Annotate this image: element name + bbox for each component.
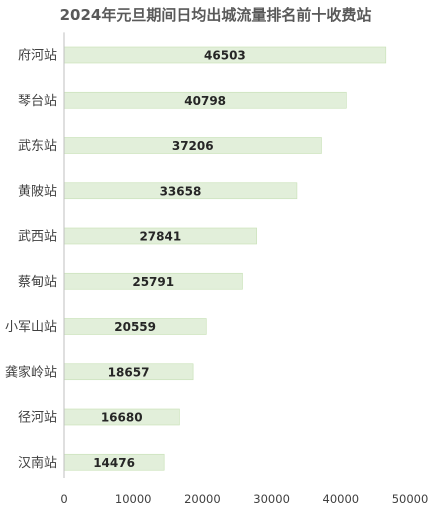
x-tick-label: 40000 (323, 492, 360, 506)
data-label: 33658 (160, 184, 202, 198)
data-labels: 46503 40798 37206 33658 27841 25791 20559 18657… (93, 49, 246, 470)
x-tick-label: 20000 (184, 492, 221, 506)
data-label: 40798 (184, 94, 226, 108)
data-label: 18657 (108, 365, 150, 379)
category-label: 龚家岭站 (5, 364, 57, 380)
category-label: 府河站 (18, 49, 57, 64)
category-label: 黄陂站 (18, 183, 57, 199)
x-tick-label: 10000 (115, 492, 152, 506)
data-label: 16680 (101, 411, 143, 425)
x-axis: 0 10000 20000 30000 40000 50000 (60, 32, 428, 506)
category-label: 琴台站 (18, 94, 57, 109)
data-label: 20559 (114, 320, 156, 334)
x-tick-label: 30000 (253, 492, 290, 506)
category-label: 小军山站 (5, 320, 57, 335)
chart-title: 2024年元旦期间日均出城流量排名前十收费站 (60, 6, 372, 24)
data-label: 27841 (139, 230, 181, 244)
data-label: 14476 (93, 456, 135, 470)
data-label: 37206 (172, 139, 214, 153)
x-tick-label: 50000 (392, 492, 429, 506)
category-label: 武西站 (18, 230, 57, 245)
category-label: 武东站 (18, 139, 57, 154)
data-label: 25791 (132, 275, 174, 289)
category-label: 径河站 (18, 411, 57, 426)
category-label: 汉南站 (18, 455, 57, 471)
category-label: 蔡甸站 (18, 275, 57, 290)
data-label: 46503 (204, 49, 246, 63)
bars-layer (63, 46, 387, 471)
x-tick-label: 0 (60, 492, 67, 506)
